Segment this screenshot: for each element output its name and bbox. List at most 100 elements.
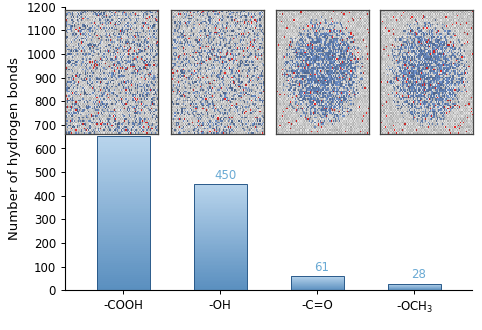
Bar xyxy=(194,273,247,275)
Bar xyxy=(194,245,247,247)
Bar xyxy=(194,288,247,289)
Bar xyxy=(96,177,150,179)
Bar xyxy=(194,200,247,201)
Bar xyxy=(96,231,150,233)
Bar xyxy=(96,179,150,181)
Bar xyxy=(96,159,150,161)
Bar xyxy=(194,209,247,211)
Bar xyxy=(96,146,150,148)
Bar xyxy=(194,276,247,277)
Bar xyxy=(96,263,150,265)
Bar xyxy=(194,248,247,249)
Bar xyxy=(194,197,247,199)
Bar xyxy=(194,184,247,185)
Bar xyxy=(96,148,150,150)
Bar xyxy=(96,212,150,213)
Bar xyxy=(96,173,150,175)
Bar xyxy=(96,288,150,290)
Bar xyxy=(194,185,247,187)
Bar xyxy=(96,210,150,212)
Bar xyxy=(96,281,150,283)
Bar xyxy=(96,273,150,275)
Bar xyxy=(96,142,150,144)
Bar xyxy=(194,250,247,252)
Bar xyxy=(96,200,150,202)
Bar xyxy=(194,280,247,281)
Bar xyxy=(388,284,441,290)
Bar xyxy=(96,248,150,250)
Bar xyxy=(194,184,247,290)
Bar xyxy=(96,196,150,198)
Bar xyxy=(194,244,247,245)
Text: 28: 28 xyxy=(412,268,427,281)
Bar xyxy=(194,211,247,212)
Bar xyxy=(96,186,150,188)
Bar xyxy=(194,205,247,207)
Bar xyxy=(194,224,247,225)
Bar xyxy=(194,265,247,266)
Bar xyxy=(194,237,247,239)
Bar xyxy=(194,191,247,192)
Bar xyxy=(96,151,150,153)
Bar xyxy=(194,257,247,258)
Bar xyxy=(96,161,150,163)
Bar xyxy=(96,256,150,258)
Bar xyxy=(194,272,247,273)
Bar xyxy=(96,260,150,261)
Bar xyxy=(96,258,150,260)
Bar xyxy=(194,204,247,205)
Bar xyxy=(194,243,247,244)
Bar xyxy=(96,192,150,194)
Bar xyxy=(96,265,150,267)
Bar xyxy=(96,238,150,240)
Bar xyxy=(96,267,150,269)
Bar xyxy=(96,261,150,263)
Bar xyxy=(194,187,247,188)
Bar xyxy=(194,193,247,195)
Bar xyxy=(96,194,150,196)
Bar xyxy=(96,244,150,246)
Bar xyxy=(96,277,150,279)
Bar xyxy=(194,252,247,253)
Bar xyxy=(96,136,150,138)
Bar xyxy=(96,198,150,200)
Bar xyxy=(194,268,247,269)
Bar xyxy=(194,249,247,250)
Bar xyxy=(96,190,150,192)
Bar xyxy=(96,157,150,159)
Bar xyxy=(96,206,150,208)
Bar xyxy=(96,171,150,173)
Text: 61: 61 xyxy=(315,261,330,274)
Bar xyxy=(96,221,150,223)
Bar xyxy=(194,240,247,241)
Bar xyxy=(96,269,150,271)
Bar xyxy=(194,201,247,203)
Bar xyxy=(96,225,150,227)
Bar xyxy=(194,216,247,217)
Bar xyxy=(194,217,247,218)
Bar xyxy=(194,258,247,260)
Bar xyxy=(96,202,150,204)
Y-axis label: Number of hydrogen bonds: Number of hydrogen bonds xyxy=(8,57,21,240)
Bar xyxy=(96,165,150,167)
Bar xyxy=(194,189,247,191)
Bar xyxy=(194,285,247,286)
Bar xyxy=(194,192,247,193)
Bar xyxy=(194,282,247,284)
Bar xyxy=(194,254,247,256)
Bar xyxy=(96,227,150,229)
Bar xyxy=(194,271,247,272)
Bar xyxy=(194,222,247,224)
Bar xyxy=(194,214,247,216)
Bar xyxy=(96,223,150,225)
Bar xyxy=(96,275,150,277)
Bar xyxy=(96,254,150,256)
Bar xyxy=(96,250,150,252)
Bar xyxy=(194,260,247,261)
Bar xyxy=(96,155,150,157)
Bar xyxy=(194,221,247,222)
Bar xyxy=(194,232,247,233)
Bar xyxy=(96,252,150,254)
Bar xyxy=(194,239,247,240)
Bar xyxy=(96,215,150,217)
